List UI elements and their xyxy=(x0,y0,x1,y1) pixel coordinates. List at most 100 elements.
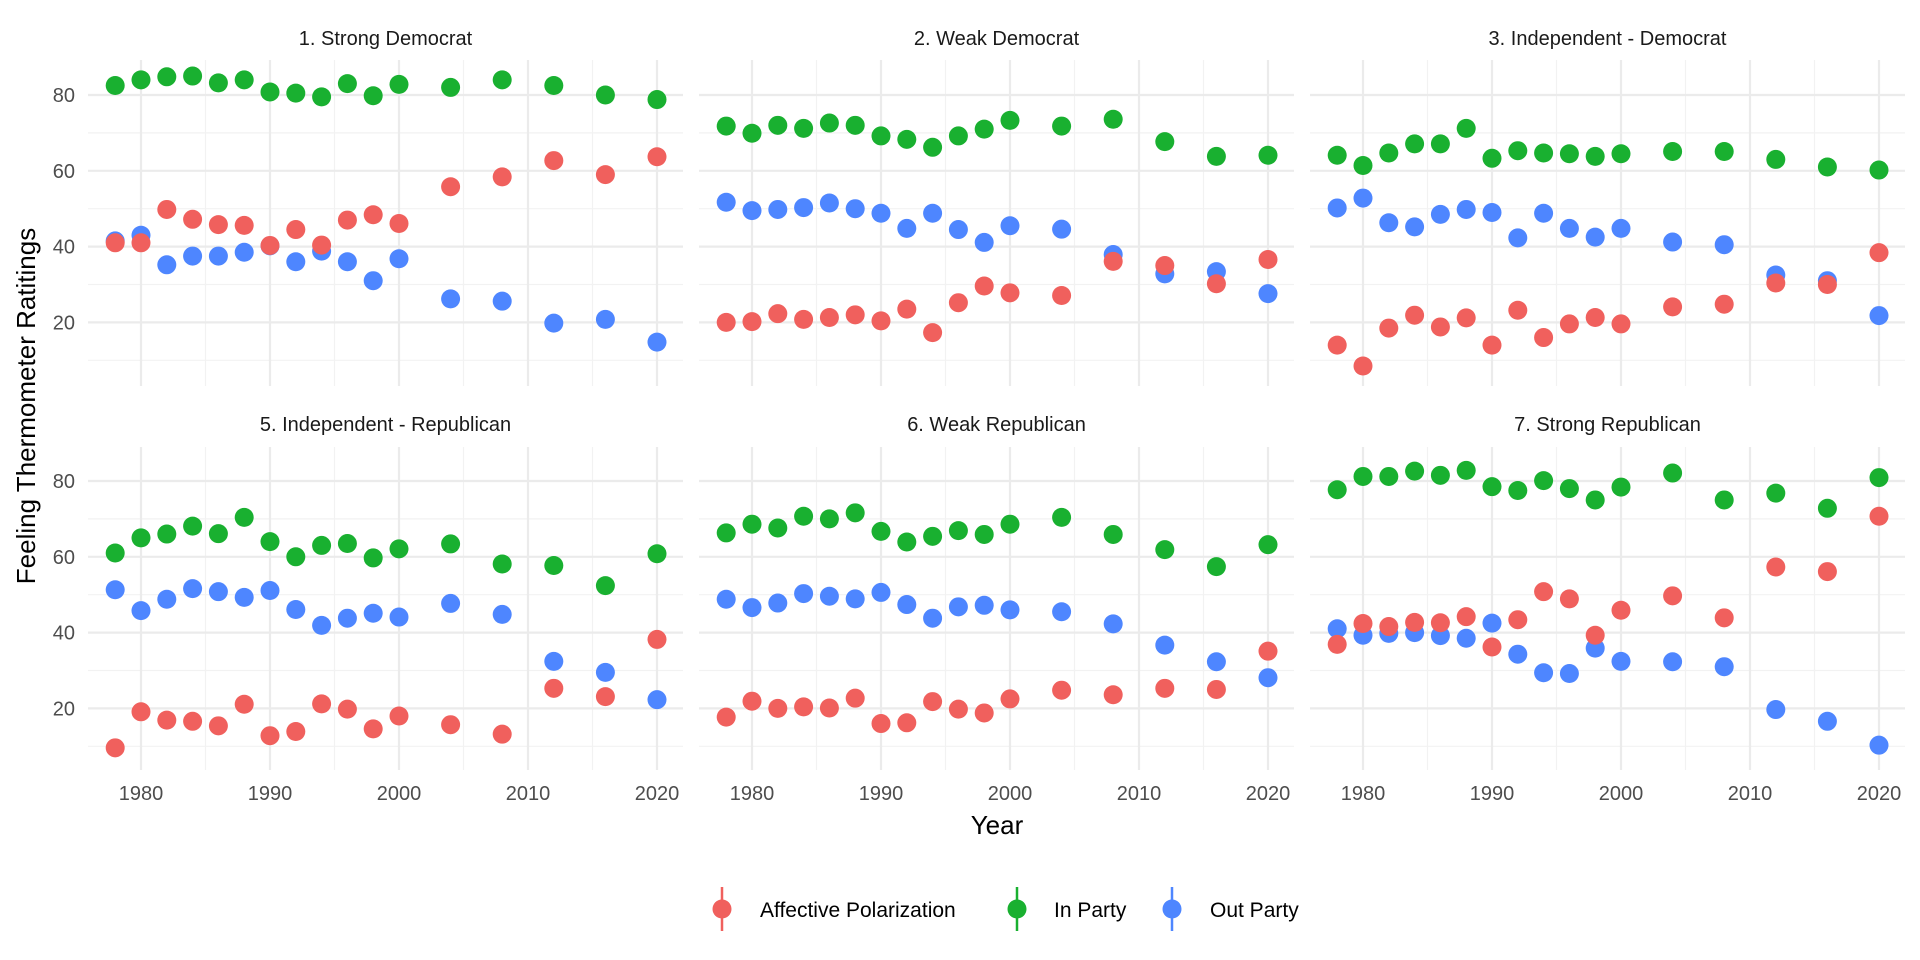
data-point-in-party xyxy=(312,87,332,107)
data-point-out-party xyxy=(768,593,788,613)
legend: Affective Polarization In Party Out Party xyxy=(712,887,1299,931)
data-point-in-party xyxy=(1379,143,1399,163)
data-point-out-party xyxy=(1456,628,1476,648)
data-point-in-party xyxy=(1155,540,1175,560)
data-point-in-party xyxy=(1327,145,1347,165)
data-point-affective-polarization xyxy=(234,694,254,714)
data-point-affective-polarization xyxy=(1869,243,1889,263)
data-point-out-party xyxy=(131,601,151,621)
data-point-affective-polarization xyxy=(1869,506,1889,526)
x-tick-label: 2020 xyxy=(1857,783,1902,805)
data-point-out-party xyxy=(157,255,177,275)
panel: 3. Independent - Democrat xyxy=(1310,28,1905,386)
data-point-out-party xyxy=(1103,614,1123,634)
y-tick-label: 40 xyxy=(53,237,75,259)
data-point-affective-polarization xyxy=(923,692,943,712)
x-tick-label: 1990 xyxy=(859,783,904,805)
data-point-affective-polarization xyxy=(1103,251,1123,271)
data-point-out-party xyxy=(1482,202,1502,222)
data-point-in-party xyxy=(1663,463,1683,483)
data-point-out-party xyxy=(1456,199,1476,219)
data-point-in-party xyxy=(1714,490,1734,510)
data-point-affective-polarization xyxy=(363,205,383,225)
data-point-affective-polarization xyxy=(1534,328,1554,348)
data-point-out-party xyxy=(948,220,968,240)
x-tick-label: 2020 xyxy=(1246,783,1291,805)
data-point-affective-polarization xyxy=(1155,256,1175,276)
data-point-affective-polarization xyxy=(768,304,788,324)
data-point-out-party xyxy=(337,252,357,272)
data-point-out-party xyxy=(1714,657,1734,677)
data-point-affective-polarization xyxy=(871,714,891,734)
data-point-in-party xyxy=(819,509,839,529)
data-point-out-party xyxy=(897,218,917,238)
y-axis-title: Feeling Thermometer Ratitings xyxy=(11,228,41,584)
data-point-affective-polarization xyxy=(544,678,564,698)
data-point-out-party xyxy=(1000,600,1020,620)
legend-item: Out Party xyxy=(1162,887,1299,931)
data-point-out-party xyxy=(819,193,839,213)
data-point-out-party xyxy=(1869,306,1889,326)
data-point-out-party xyxy=(897,595,917,615)
data-point-in-party xyxy=(1379,466,1399,486)
data-point-affective-polarization xyxy=(157,710,177,730)
data-point-in-party xyxy=(1534,143,1554,163)
data-point-out-party xyxy=(595,309,615,329)
data-point-affective-polarization xyxy=(131,702,151,722)
data-point-out-party xyxy=(183,246,203,266)
data-point-in-party xyxy=(234,70,254,90)
data-point-out-party xyxy=(1482,613,1502,633)
data-point-in-party xyxy=(1405,134,1425,154)
data-point-in-party xyxy=(1766,483,1786,503)
data-point-in-party xyxy=(1714,141,1734,161)
data-point-affective-polarization xyxy=(260,235,280,255)
data-point-out-party xyxy=(157,589,177,609)
data-point-out-party xyxy=(871,203,891,223)
data-point-out-party xyxy=(1559,218,1579,238)
data-point-in-party xyxy=(845,503,865,523)
data-point-out-party xyxy=(234,242,254,262)
x-tick-label: 2010 xyxy=(506,783,551,805)
x-axis-title: Year xyxy=(971,810,1024,840)
data-point-affective-polarization xyxy=(819,698,839,718)
data-point-affective-polarization xyxy=(1585,625,1605,645)
data-point-in-party xyxy=(1766,149,1786,169)
data-point-in-party xyxy=(1430,134,1450,154)
data-point-in-party xyxy=(1585,490,1605,510)
data-point-out-party xyxy=(742,598,762,618)
data-point-in-party xyxy=(1206,146,1226,166)
panel-title: 1. Strong Democrat xyxy=(299,28,473,50)
data-point-in-party xyxy=(1817,498,1837,518)
data-point-out-party xyxy=(1714,235,1734,255)
data-point-affective-polarization xyxy=(595,165,615,185)
data-point-out-party xyxy=(286,599,306,619)
data-point-out-party xyxy=(716,589,736,609)
data-point-out-party xyxy=(923,608,943,628)
data-point-out-party xyxy=(1559,664,1579,684)
data-point-affective-polarization xyxy=(1052,680,1072,700)
data-point-affective-polarization xyxy=(1534,582,1554,602)
data-point-out-party xyxy=(1155,635,1175,655)
data-point-out-party xyxy=(208,582,228,602)
data-point-affective-polarization xyxy=(768,698,788,718)
data-point-out-party xyxy=(1508,644,1528,664)
x-tick-label: 1990 xyxy=(1470,783,1515,805)
data-point-in-party xyxy=(1052,507,1072,527)
data-point-out-party xyxy=(389,607,409,627)
data-point-in-party xyxy=(1103,109,1123,129)
data-point-out-party xyxy=(492,604,512,624)
data-point-in-party xyxy=(286,83,306,103)
data-point-affective-polarization xyxy=(183,711,203,731)
data-point-in-party xyxy=(492,554,512,574)
data-point-affective-polarization xyxy=(1663,586,1683,606)
data-point-out-party xyxy=(1663,232,1683,252)
data-point-affective-polarization xyxy=(1000,283,1020,303)
data-point-out-party xyxy=(544,651,564,671)
panel-title: 6. Weak Republican xyxy=(907,414,1086,436)
y-tick-label: 80 xyxy=(53,85,75,107)
data-point-out-party xyxy=(1534,663,1554,683)
data-point-affective-polarization xyxy=(544,151,564,171)
panel-title: 7. Strong Republican xyxy=(1514,414,1701,436)
x-tick-label: 1980 xyxy=(1341,783,1386,805)
data-point-in-party xyxy=(1353,155,1373,175)
